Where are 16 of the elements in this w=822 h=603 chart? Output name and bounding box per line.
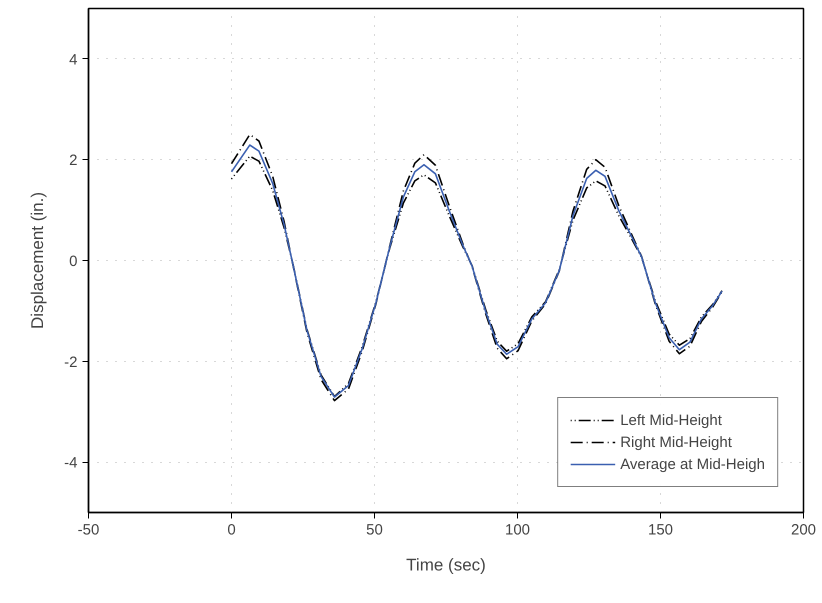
y-tick-label: 4 (69, 51, 78, 68)
y-tick-label: -4 (64, 454, 78, 472)
y-axis-title: Displacement (in.) (28, 192, 48, 329)
x-tick-label: 100 (504, 522, 530, 538)
x-axis-title: Time (sec) (406, 556, 486, 574)
legend-label: Left Mid-Height (620, 412, 722, 428)
y-tick-label: -2 (64, 354, 78, 371)
y-tick-label: 0 (69, 253, 78, 270)
y-tick-label: 2 (69, 152, 78, 170)
legend-label: Right Mid-Height (620, 434, 732, 450)
x-tick-label: 150 (648, 522, 674, 538)
x-tick-label: 50 (366, 522, 383, 538)
x-tick-label: 0 (227, 522, 236, 538)
legend-label: Average at Mid-Heigh (620, 456, 765, 472)
x-tick-label: -50 (78, 522, 100, 538)
x-tick-label: 200 (790, 522, 816, 538)
